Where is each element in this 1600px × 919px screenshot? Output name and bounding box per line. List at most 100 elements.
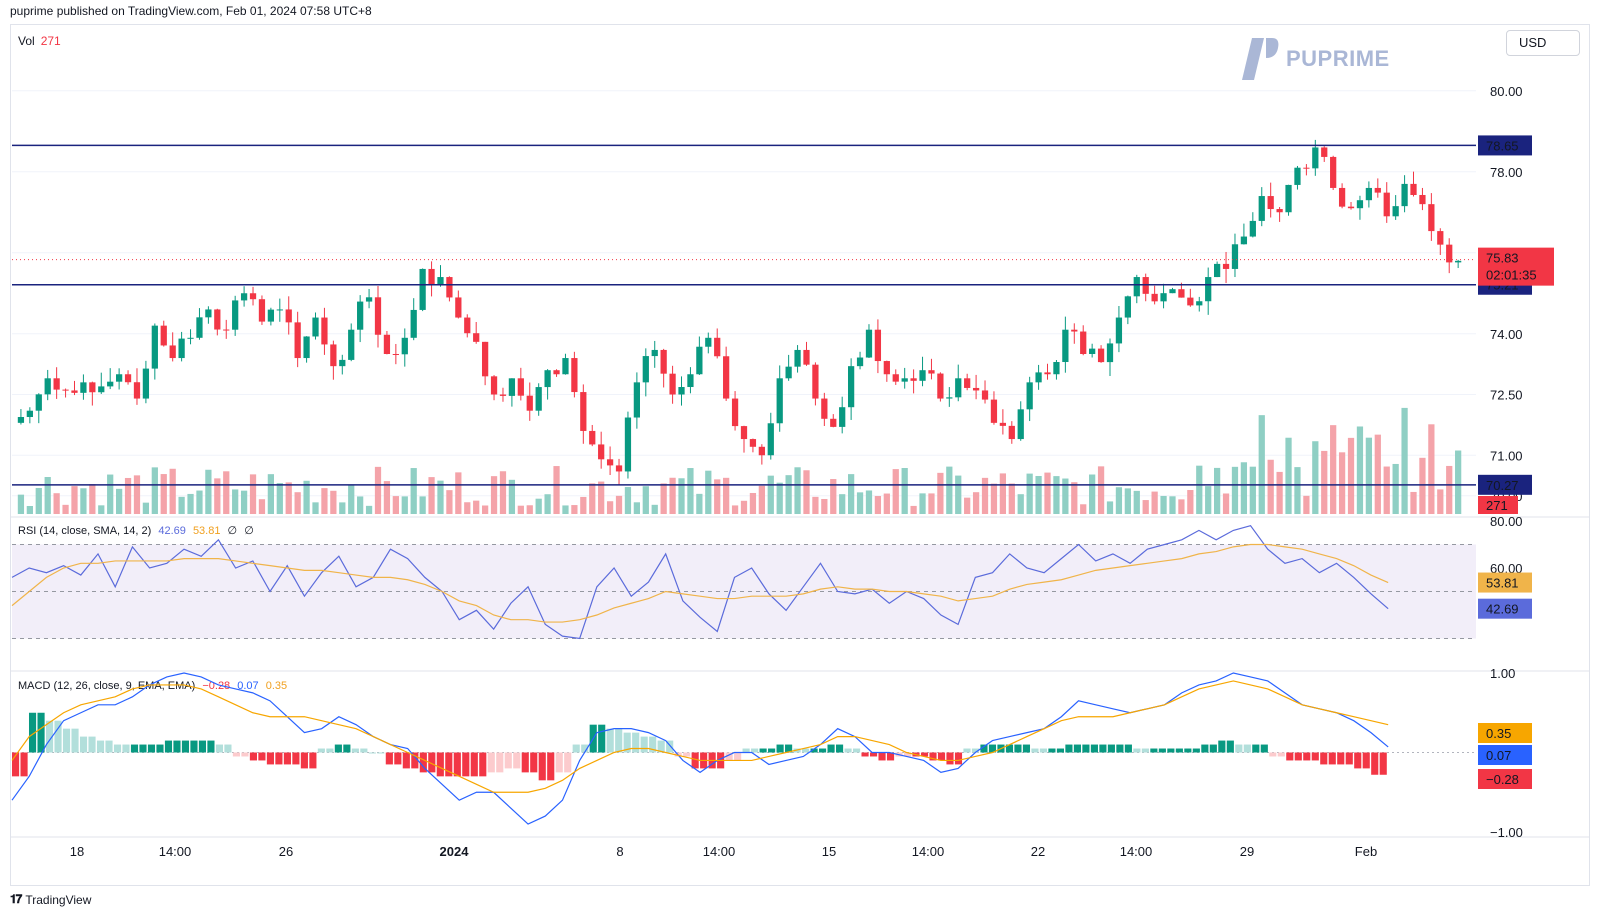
volume-bar (1071, 482, 1078, 514)
candle-body (964, 378, 971, 388)
candle-body (365, 297, 373, 302)
macd-histogram-bar (462, 752, 470, 777)
macd-histogram-bar (810, 748, 818, 753)
macd-histogram-bar (198, 740, 207, 753)
volume-bar (749, 492, 757, 514)
candle-body (1115, 317, 1123, 344)
candle-body (35, 394, 42, 411)
candle-body (1437, 231, 1444, 245)
macd-histogram-bar (479, 752, 487, 777)
volume-bar (990, 483, 998, 514)
volume-bar (874, 496, 882, 514)
macd-histogram-bar (785, 744, 793, 753)
candle-body (526, 395, 533, 411)
candle-body (758, 446, 765, 456)
volume-badge (1478, 496, 1518, 514)
candle-body (803, 349, 810, 365)
countdown-label: 02:01:35 (1486, 268, 1537, 283)
volume-legend: Vol 271 (18, 34, 61, 48)
candle-body (240, 293, 248, 301)
macd-histogram-bar (1192, 748, 1200, 753)
macd-histogram-bar (1073, 744, 1081, 753)
volume-bar (651, 504, 658, 514)
volume-bar (80, 488, 87, 514)
volume-bar (1062, 478, 1069, 514)
macd-legend[interactable]: MACD (12, 26, close, 9, EMA, EMA) −0.28 … (18, 680, 287, 692)
macd-histogram-bar (487, 752, 495, 773)
volume-bar (553, 466, 560, 514)
volume-bar (946, 466, 953, 514)
candle-body (44, 378, 51, 395)
volume-bar (187, 493, 194, 514)
volume-bar (955, 475, 962, 514)
candle-body (749, 439, 757, 447)
macd-tick-label: −1.00 (1490, 825, 1523, 840)
macd-histogram-bar (71, 728, 79, 753)
volume-bar (133, 475, 141, 514)
candle-body (669, 373, 676, 395)
macd-histogram-bar (1124, 744, 1132, 753)
macd-histogram-bar (861, 752, 869, 757)
macd-histogram-bar (45, 720, 54, 753)
candle-body (901, 378, 908, 382)
price-tick-label: 80.00 (1490, 84, 1523, 99)
footer: 𝟏𝟕 TradingView (10, 892, 91, 907)
candle-body (999, 422, 1007, 426)
macd-hist-badge (1478, 769, 1532, 789)
volume-bar (999, 473, 1007, 514)
candle-body (1035, 372, 1042, 383)
macd-histogram-bar (1235, 744, 1243, 753)
volume-bar (1142, 500, 1149, 514)
candle-body (89, 382, 96, 393)
volume-bar (223, 471, 230, 514)
candle-body (660, 349, 667, 374)
candle-body (151, 325, 158, 369)
candle-body (615, 465, 623, 472)
candle-body (249, 293, 257, 300)
volume-bar (535, 498, 542, 514)
volume-bar (1097, 466, 1105, 514)
rsi-legend[interactable]: RSI (14, close, SMA, 14, 2) 42.69 53.81 … (18, 524, 254, 537)
macd-histogram-bar (1039, 748, 1048, 753)
candle-body (1213, 263, 1221, 278)
candle-body (1446, 244, 1453, 263)
volume-bar (446, 490, 453, 514)
macd-histogram-bar (1277, 752, 1285, 757)
macd-signal-badge-label: 0.35 (1486, 726, 1511, 741)
macd-histogram-bar (62, 728, 71, 753)
macd-histogram-bar (1311, 752, 1319, 761)
candle-body (1026, 382, 1033, 410)
volume-bar (1044, 472, 1051, 514)
candle-body (232, 300, 239, 330)
candle-body (330, 344, 337, 367)
volume-bar (205, 469, 212, 514)
volume-bar (473, 500, 480, 514)
macd-histogram-bar (139, 744, 147, 753)
macd-histogram-bar (1218, 740, 1226, 753)
volume-bar (714, 479, 721, 514)
candle-body (1151, 293, 1158, 302)
volume-bar (196, 490, 203, 514)
candle-body (455, 297, 462, 318)
macd-histogram-bar (164, 740, 173, 753)
candle-body (767, 423, 774, 456)
volume-bar (1187, 490, 1194, 514)
macd-tick-label: 1.00 (1490, 666, 1515, 681)
macd-signal-line (11, 680, 1389, 793)
currency-selector[interactable]: USD (1506, 30, 1580, 56)
candle-body (606, 459, 614, 466)
macd-histogram-bar (79, 736, 88, 753)
macd-histogram-bar (971, 748, 980, 753)
volume-bar (981, 477, 989, 514)
macd-signal-legend-value: 0.35 (265, 680, 288, 692)
candle-body (553, 370, 560, 375)
volume-badge-label: 271 (1486, 498, 1508, 513)
candle-body (1455, 260, 1462, 263)
macd-histogram-bar (1022, 744, 1031, 753)
macd-histogram-bar (1133, 748, 1141, 753)
volume-bar (571, 505, 578, 514)
volume-bar (964, 497, 971, 514)
candle-body (1080, 331, 1087, 354)
chart-frame (10, 24, 1590, 886)
